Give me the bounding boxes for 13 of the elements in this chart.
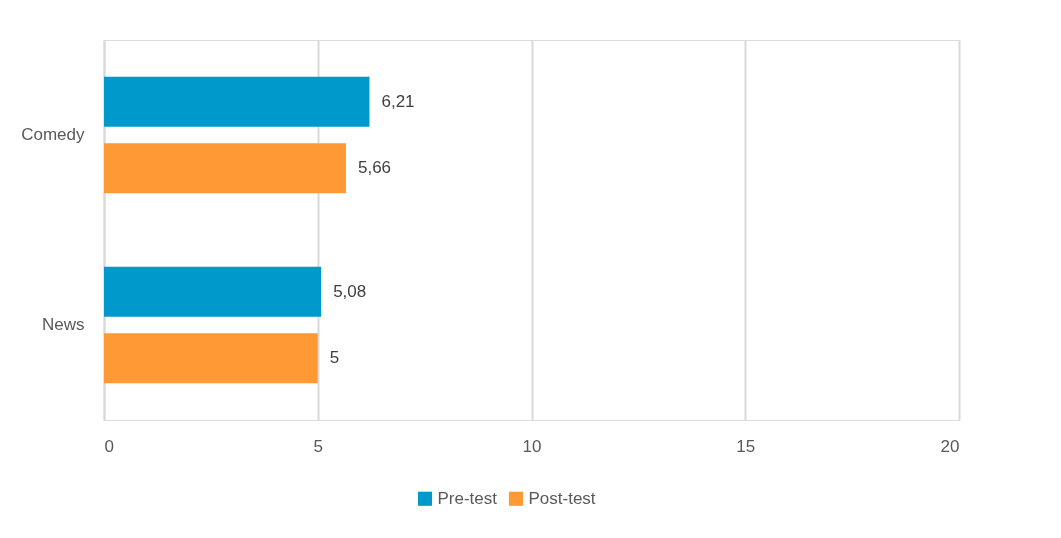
x-tick-label: 5 xyxy=(313,436,323,456)
y-tick-label: Comedy xyxy=(21,125,85,144)
data-label: 5,08 xyxy=(333,281,367,301)
x-tick-label: 20 xyxy=(940,436,960,456)
legend-label: Pre-test xyxy=(437,488,498,508)
data-label: 5,66 xyxy=(357,158,392,178)
y-tick-label: News xyxy=(41,315,85,334)
data-label: 6,21 xyxy=(381,91,415,111)
x-tick-label: 0 xyxy=(104,436,114,456)
x-tick-label: 10 xyxy=(522,436,542,456)
legend-label: Post-test xyxy=(528,488,596,508)
x-tick-label: 15 xyxy=(736,436,756,456)
data-label: 5 xyxy=(329,348,340,368)
